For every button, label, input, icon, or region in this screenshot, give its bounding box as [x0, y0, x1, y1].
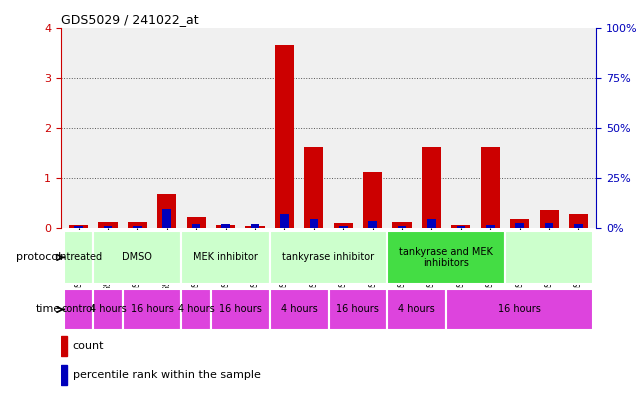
- Bar: [569, 214, 588, 228]
- Bar: [456, 226, 465, 228]
- Bar: [211, 289, 270, 330]
- Bar: [192, 224, 201, 228]
- Bar: [270, 289, 328, 330]
- Bar: [363, 172, 382, 228]
- Bar: [104, 226, 112, 228]
- Text: tankyrase inhibitor: tankyrase inhibitor: [283, 252, 374, 263]
- Bar: [387, 231, 505, 284]
- Bar: [251, 224, 260, 228]
- Bar: [69, 226, 88, 228]
- Bar: [64, 231, 93, 284]
- Bar: [334, 223, 353, 228]
- Text: MEK inhibitor: MEK inhibitor: [193, 252, 258, 263]
- Bar: [246, 226, 265, 228]
- Bar: [392, 222, 412, 228]
- Bar: [61, 336, 67, 356]
- Text: DMSO: DMSO: [122, 252, 153, 263]
- Bar: [451, 226, 470, 228]
- Bar: [446, 289, 593, 330]
- Bar: [310, 219, 318, 228]
- Bar: [486, 225, 495, 228]
- Bar: [133, 226, 142, 228]
- Text: time: time: [37, 305, 62, 314]
- Text: control: control: [62, 305, 96, 314]
- Bar: [216, 226, 235, 228]
- Bar: [157, 194, 176, 228]
- Bar: [369, 221, 377, 228]
- Bar: [304, 147, 323, 228]
- Bar: [61, 365, 67, 384]
- Bar: [187, 217, 206, 228]
- Bar: [128, 222, 147, 228]
- Text: 16 hours: 16 hours: [498, 305, 541, 314]
- Bar: [328, 289, 387, 330]
- Text: percentile rank within the sample: percentile rank within the sample: [72, 370, 260, 380]
- Bar: [181, 231, 270, 284]
- Bar: [280, 214, 288, 228]
- Bar: [181, 289, 211, 330]
- Bar: [515, 224, 524, 228]
- Text: 4 hours: 4 hours: [398, 305, 435, 314]
- Bar: [270, 231, 387, 284]
- Text: 16 hours: 16 hours: [131, 305, 174, 314]
- Text: count: count: [72, 342, 104, 351]
- Bar: [540, 210, 559, 228]
- Text: 16 hours: 16 hours: [337, 305, 379, 314]
- Bar: [427, 219, 436, 228]
- Bar: [98, 222, 117, 228]
- Text: 4 hours: 4 hours: [178, 305, 215, 314]
- Text: 16 hours: 16 hours: [219, 305, 262, 314]
- Text: tankyrase and MEK
inhibitors: tankyrase and MEK inhibitors: [399, 247, 493, 268]
- Bar: [505, 231, 593, 284]
- Text: 4 hours: 4 hours: [90, 305, 126, 314]
- Bar: [397, 226, 406, 228]
- Bar: [545, 224, 553, 228]
- Bar: [481, 147, 500, 228]
- Bar: [221, 224, 230, 228]
- Bar: [510, 219, 529, 228]
- Bar: [122, 289, 181, 330]
- Text: protocol: protocol: [16, 252, 62, 263]
- Bar: [162, 209, 171, 228]
- Bar: [74, 226, 83, 228]
- Bar: [275, 45, 294, 228]
- Bar: [93, 289, 122, 330]
- Bar: [574, 224, 583, 228]
- Bar: [93, 231, 181, 284]
- Text: untreated: untreated: [54, 252, 103, 263]
- Bar: [422, 147, 441, 228]
- Bar: [339, 226, 347, 228]
- Text: GDS5029 / 241022_at: GDS5029 / 241022_at: [61, 13, 199, 26]
- Bar: [387, 289, 446, 330]
- Bar: [64, 289, 93, 330]
- Text: 4 hours: 4 hours: [281, 305, 317, 314]
